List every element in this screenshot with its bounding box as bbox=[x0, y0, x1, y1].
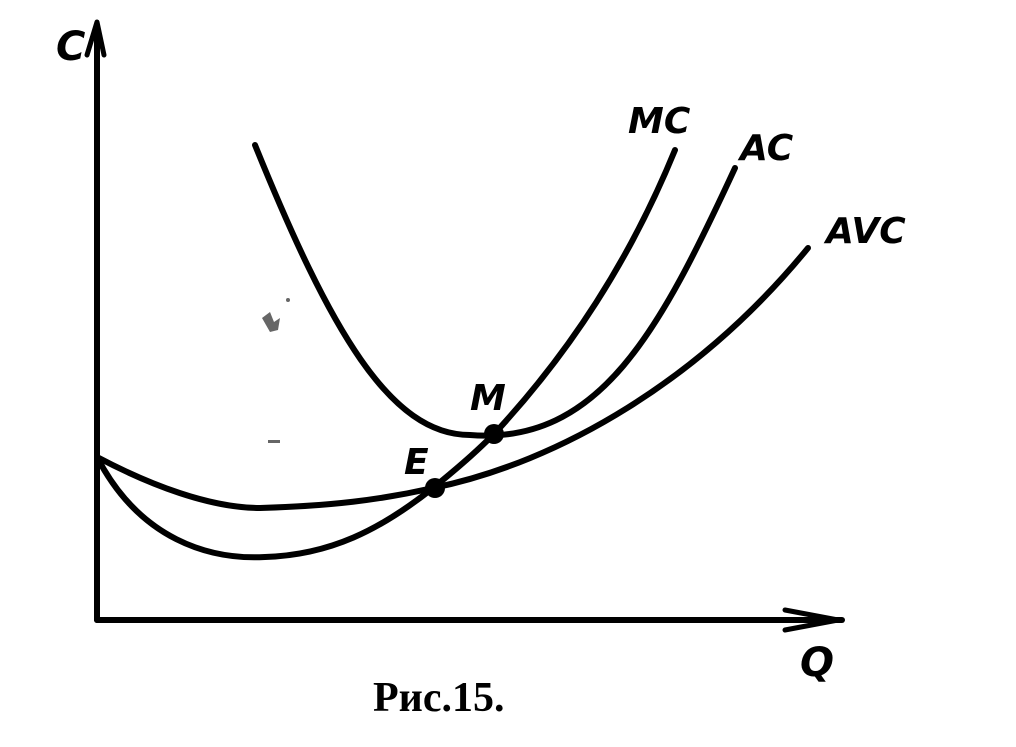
ac-label: AC bbox=[737, 128, 794, 169]
curves bbox=[94, 142, 811, 561]
y-axis-label: C bbox=[56, 24, 85, 70]
avc-curve bbox=[94, 245, 811, 511]
axes bbox=[84, 19, 845, 633]
x-axis-label: Q bbox=[800, 640, 834, 686]
y-axis-arrowhead bbox=[84, 19, 107, 58]
mc-label: MC bbox=[628, 101, 691, 142]
x-axis-arrowhead bbox=[782, 607, 841, 633]
point-e bbox=[425, 478, 445, 498]
avc-label: AVC bbox=[823, 211, 906, 252]
scan-specks bbox=[262, 298, 290, 443]
point-m-label: M bbox=[470, 378, 506, 419]
ac-curve bbox=[252, 142, 738, 439]
point-m bbox=[484, 424, 504, 444]
point-e-label: E bbox=[404, 442, 429, 483]
figure-caption: Рис.15. bbox=[373, 675, 505, 721]
